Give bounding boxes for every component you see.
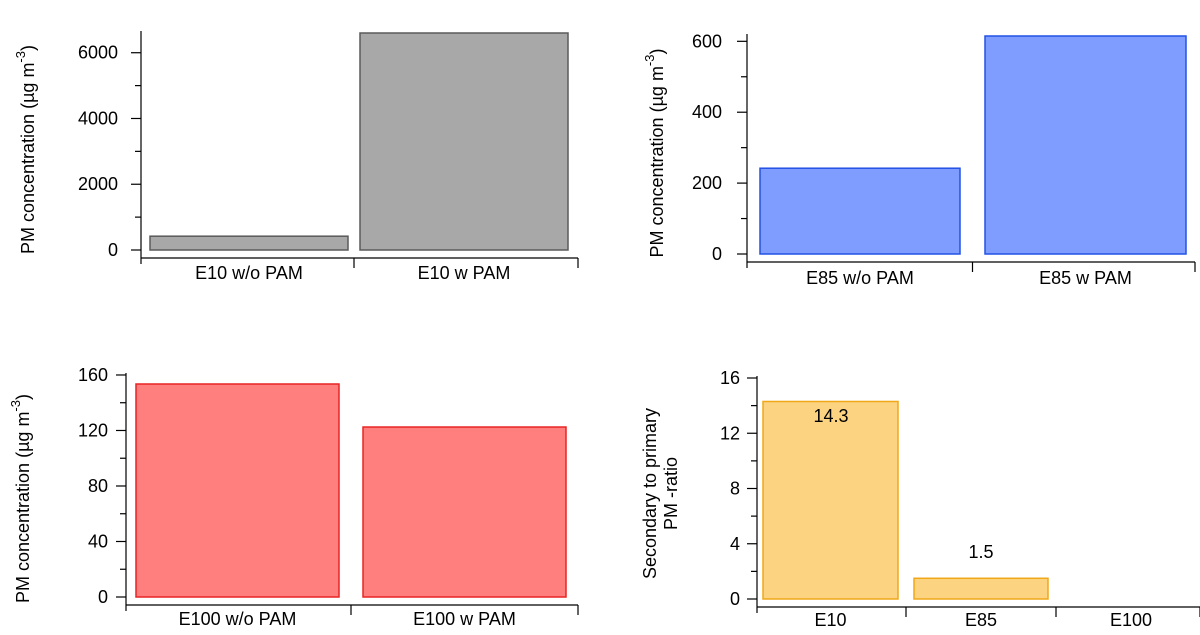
x-tick-label: E100 [1110, 610, 1152, 630]
chart-panel-1: 0 2000 4000 6000 E10 w/o PAM E10 w PAM PM conc… [13, 31, 579, 283]
x-tick-label: E10 [814, 610, 846, 630]
x-tick-label: E85 [965, 610, 997, 630]
x-tick-label: E10 w PAM [418, 263, 511, 283]
bar-1 [135, 383, 340, 598]
y-tick-label: 2000 [78, 174, 118, 194]
y-tick-label: 0 [712, 244, 722, 264]
y-axis-title-sup: -3 [642, 54, 657, 66]
y-tick-label: 600 [692, 31, 722, 51]
bar-1 [149, 235, 349, 251]
y-axis-title-line: Secondary to primary [640, 408, 660, 579]
y-axis-title-close: ) [13, 394, 33, 400]
y-axis-title-sup: -3 [13, 51, 28, 63]
y-axis-title-main: PM concentration (µg m [18, 63, 38, 254]
x-tick-label: E10 w/o PAM [195, 263, 303, 283]
y-tick-label: 4 [730, 534, 740, 554]
y-tick-label: 6000 [78, 43, 118, 63]
y-axis-title-main: PM concentration (µg m [647, 66, 667, 257]
y-axis-title-close: ) [647, 48, 667, 54]
y-tick-label: 80 [88, 476, 108, 496]
bar-1 [762, 400, 899, 600]
bar-2 [913, 577, 1049, 600]
y-tick-label: 400 [692, 102, 722, 122]
y-tick-label: 12 [720, 423, 740, 443]
y-axis-title-main: PM concentration (µg m [13, 412, 33, 603]
x-tick-label: E100 w/o PAM [179, 609, 297, 629]
y-axis-title-sup: -3 [8, 400, 23, 412]
y-axis-title-close: ) [18, 45, 38, 51]
data-label: 1.5 [968, 542, 993, 562]
y-tick-label: 160 [78, 365, 108, 385]
y-tick-label: 40 [88, 531, 108, 551]
chart-panel-4: 0 4 8 12 16 E10 E85 E100 14.3 1.5 Secondary to pri… [640, 368, 1200, 630]
chart-panel-2: 0 200 400 600 E85 w/o PAM E85 w PAM PM concent… [642, 31, 1196, 288]
y-axis-title: PM concentration (µg m-3) [8, 394, 33, 603]
data-label: 14.3 [813, 406, 848, 426]
bar-2 [359, 32, 569, 251]
y-tick-label: 200 [692, 173, 722, 193]
y-tick-label: 8 [730, 479, 740, 499]
y-tick-label: 0 [98, 587, 108, 607]
bar-2 [984, 35, 1187, 255]
x-tick-label: E100 w PAM [413, 609, 516, 629]
y-axis-title: PM concentration (µg m-3) [642, 48, 667, 257]
y-tick-label: 0 [730, 589, 740, 609]
y-tick-label: 16 [720, 368, 740, 388]
y-axis-title: Secondary to primaryPM -ratio [640, 408, 681, 579]
bar-1 [759, 167, 961, 255]
y-axis-title-line: PM -ratio [661, 457, 681, 530]
y-tick-label: 4000 [78, 108, 118, 128]
y-tick-label: 0 [108, 240, 118, 260]
y-axis-title: PM concentration (µg m-3) [13, 45, 38, 254]
x-tick-label: E85 w PAM [1039, 268, 1132, 288]
y-tick-label: 120 [78, 420, 108, 440]
chart-panel-3: 0 40 80 120 160 E100 w/o PAM E100 w PAM PM conc… [8, 365, 579, 629]
bar-2 [362, 426, 567, 598]
x-tick-label: E85 w/o PAM [806, 268, 914, 288]
